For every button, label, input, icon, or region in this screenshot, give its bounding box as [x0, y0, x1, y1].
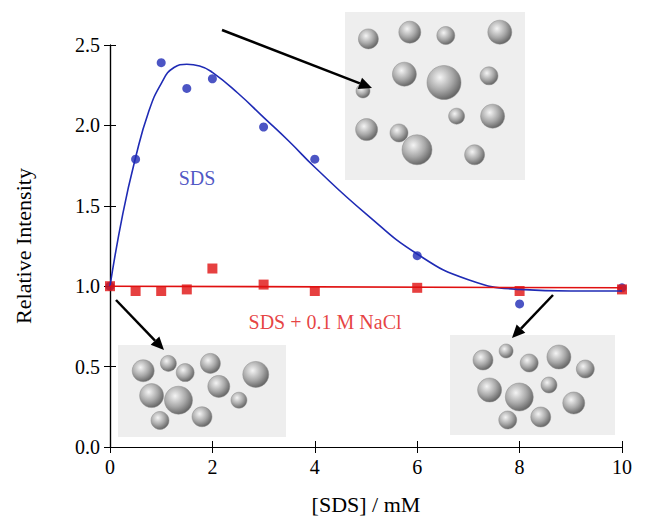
svg-text:1.0: 1.0 [75, 275, 100, 297]
svg-text:4: 4 [310, 456, 320, 478]
svg-text:2.5: 2.5 [75, 34, 100, 56]
svg-text:[SDS] / mM: [SDS] / mM [312, 492, 421, 517]
svg-text:6: 6 [412, 456, 422, 478]
svg-text:0: 0 [105, 456, 115, 478]
svg-text:10: 10 [612, 456, 632, 478]
svg-text:SDS + 0.1 M NaCl: SDS + 0.1 M NaCl [249, 311, 402, 333]
svg-text:8: 8 [515, 456, 525, 478]
svg-text:0.0: 0.0 [75, 436, 100, 458]
svg-text:2.0: 2.0 [75, 114, 100, 136]
svg-text:SDS: SDS [179, 167, 216, 189]
svg-text:1.5: 1.5 [75, 195, 100, 217]
svg-text:2: 2 [207, 456, 217, 478]
svg-text:Relative Intensity: Relative Intensity [11, 168, 36, 324]
svg-text:0.5: 0.5 [75, 356, 100, 378]
